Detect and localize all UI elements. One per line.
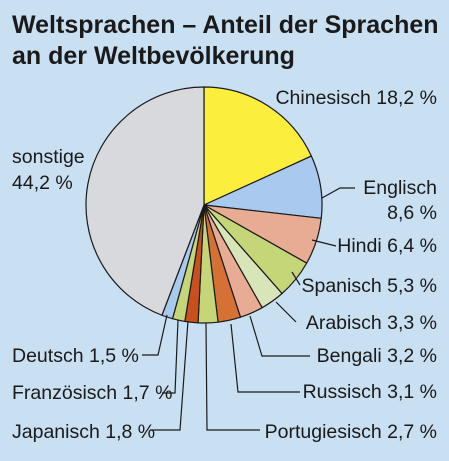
label-sonstige-value: 44,2 % <box>12 172 73 194</box>
label-bengali-value: 3,2 % <box>387 345 437 367</box>
label-franzoesisch: Französisch 1,7 % <box>12 382 172 404</box>
label-leaders <box>142 187 355 431</box>
leader-franzoesisch <box>162 319 179 394</box>
label-hindi-value: 6,4 % <box>387 235 437 257</box>
leader-spanisch <box>291 271 301 286</box>
label-portugiesisch-value: 2,7 % <box>387 421 437 443</box>
label-franzoesisch-name: Französisch <box>12 382 117 404</box>
label-spanisch: Spanisch 5,3 % <box>301 275 437 297</box>
leader-bengali <box>249 315 310 357</box>
pie-slices <box>85 86 323 324</box>
leader-hindi <box>311 239 337 247</box>
label-franzoesisch-value: 1,7 % <box>123 382 173 404</box>
label-deutsch-name: Deutsch <box>12 345 84 367</box>
slice-sonstige <box>85 86 205 316</box>
label-japanisch-value: 1,8 % <box>105 421 155 443</box>
leader-japanisch <box>150 320 189 431</box>
label-sonstige-name: sonstige <box>12 146 85 168</box>
leader-englisch <box>321 187 355 199</box>
label-arabisch-value: 3,3 % <box>387 312 437 334</box>
label-englisch-value: 8,6 % <box>387 202 437 224</box>
label-russisch-value: 3,1 % <box>387 381 437 403</box>
label-japanisch: Japanisch 1,8 % <box>12 421 155 443</box>
leader-arabisch <box>275 301 297 323</box>
label-bengali: Bengali 3,2 % <box>317 345 437 367</box>
label-deutsch-value: 1,5 % <box>89 345 139 367</box>
label-russisch: Russisch 3,1 % <box>303 381 437 403</box>
slice-chinesisch <box>203 86 312 206</box>
label-japanisch-name: Japanisch <box>12 421 100 443</box>
label-portugiesisch-name: Portugiesisch <box>265 421 382 443</box>
chart-title: Weltsprachen – Anteil der Sprachen <box>12 11 439 39</box>
label-chinesisch-value: 18,2 % <box>376 87 437 109</box>
label-bengali-name: Bengali <box>317 345 382 367</box>
leader-portugiesisch <box>205 322 260 431</box>
label-spanisch-name: Spanisch <box>301 275 381 297</box>
label-hindi: Hindi 6,4 % <box>337 235 437 257</box>
label-portugiesisch: Portugiesisch 2,7 % <box>265 421 437 443</box>
label-arabisch: Arabisch 3,3 % <box>306 312 437 334</box>
label-russisch-name: Russisch <box>303 381 382 403</box>
label-arabisch-name: Arabisch <box>306 312 382 334</box>
leader-russisch <box>230 323 300 393</box>
chart-subtitle: an der Weltbevölkerung <box>12 42 295 70</box>
label-chinesisch: Chinesisch 18,2 % <box>275 87 437 109</box>
label-hindi-name: Hindi <box>337 235 381 257</box>
label-englisch-name: Englisch <box>363 177 437 199</box>
leader-deutsch <box>142 314 168 356</box>
label-chinesisch-name: Chinesisch <box>275 87 370 109</box>
label-deutsch: Deutsch 1,5 % <box>12 345 139 367</box>
label-spanisch-value: 5,3 % <box>387 275 437 297</box>
